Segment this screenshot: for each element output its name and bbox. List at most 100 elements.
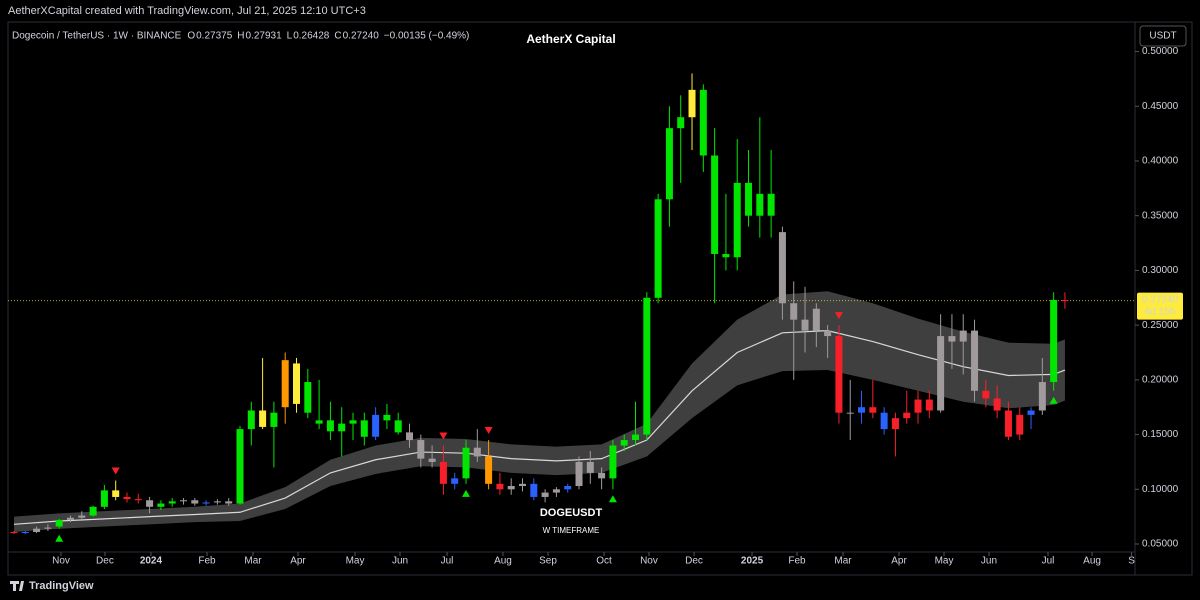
x-tick-label: May — [935, 556, 954, 567]
candle-body — [270, 412, 278, 427]
candle-body — [1038, 382, 1046, 411]
last-price-box — [1137, 292, 1183, 320]
ohlc-value: 0.26428 — [293, 31, 330, 42]
candle-body — [78, 515, 86, 518]
candle-body — [530, 483, 538, 497]
candle-body — [225, 501, 233, 504]
candle-body — [643, 297, 651, 435]
candle-body — [338, 423, 346, 432]
candle-body — [711, 155, 719, 255]
y-tick-label: 0.35000 — [1142, 210, 1179, 221]
candle-body — [202, 502, 210, 504]
candle-body — [44, 527, 52, 529]
x-tick-label: S — [1128, 556, 1135, 567]
candle-body — [89, 506, 97, 516]
candle-body — [790, 303, 798, 320]
currency-label[interactable]: USDT — [1149, 31, 1176, 42]
candle-body — [654, 199, 662, 298]
candle-body — [1016, 414, 1024, 435]
candle-body — [767, 193, 775, 216]
candle-body — [609, 445, 617, 479]
candle-body — [417, 440, 425, 459]
x-tick-label: Aug — [494, 556, 512, 567]
x-tick-label: Mar — [834, 556, 852, 567]
candle-body — [745, 182, 753, 216]
x-tick-label: Mar — [244, 556, 262, 567]
candle-body — [168, 501, 176, 504]
sell-signal — [484, 427, 493, 435]
candle-body — [914, 399, 922, 413]
ohlc-value: 0.27240 — [343, 31, 380, 42]
candle-body — [100, 490, 108, 507]
candle-body — [507, 486, 515, 490]
candle-body — [383, 414, 391, 421]
candle-body — [55, 519, 63, 527]
buy-signal — [1049, 396, 1058, 404]
y-tick-label: 0.30000 — [1142, 265, 1179, 276]
candle-body — [1061, 299, 1069, 301]
candle-body — [1050, 299, 1058, 383]
buy-signal — [55, 534, 64, 542]
currency-button[interactable] — [1139, 25, 1187, 47]
countdown-label: 6d 15h — [1145, 306, 1176, 317]
x-tick-label: Sep — [539, 556, 557, 567]
candle-body — [123, 496, 131, 500]
y-tick-label: 0.15000 — [1142, 429, 1179, 440]
candle-body — [869, 407, 877, 413]
candle-body — [903, 412, 911, 419]
candle-body — [925, 399, 933, 411]
candle-body — [948, 336, 956, 342]
y-tick-label: 0.45000 — [1142, 101, 1179, 112]
x-tick-label: Jul — [441, 556, 454, 567]
logo-icon — [10, 581, 24, 591]
candle-body — [1004, 410, 1012, 437]
x-tick-label: Aug — [1083, 556, 1101, 567]
x-tick-label: Apr — [290, 556, 306, 567]
candle-body — [134, 499, 142, 501]
band-basis — [13, 330, 1066, 525]
candle-body — [632, 434, 640, 441]
candle-body — [66, 517, 74, 520]
x-tick-label: Oct — [596, 556, 612, 567]
candle-body — [406, 432, 414, 441]
band-area — [13, 291, 1065, 532]
candle-body — [394, 420, 402, 433]
sell-signal — [439, 432, 448, 440]
candle-body — [21, 531, 29, 534]
candle-body — [620, 440, 628, 446]
y-tick-label: 0.40000 — [1142, 156, 1179, 167]
candle-body — [586, 461, 594, 473]
y-tick-label: 0.10000 — [1142, 484, 1179, 495]
sell-signal — [834, 312, 843, 320]
candle-body — [191, 500, 199, 504]
candle-body — [598, 472, 606, 479]
watermark: AetherXCapital created with TradingView.… — [8, 5, 366, 17]
candle-body — [824, 330, 832, 337]
buy-signal — [608, 495, 617, 503]
candle-body — [349, 420, 357, 424]
candle-body — [891, 418, 899, 430]
candle-body — [360, 420, 368, 437]
plot — [8, 73, 1135, 542]
candle-body — [259, 410, 267, 427]
ohlc-value: 0.27931 — [246, 31, 283, 42]
candle-body — [971, 330, 979, 391]
candle-body — [462, 447, 470, 479]
candle-body — [247, 410, 255, 430]
annotation: DOGEUSDT — [540, 507, 603, 519]
candle-body — [733, 182, 741, 258]
x-tick-label: Nov — [640, 556, 658, 567]
candle-body — [541, 492, 549, 497]
x-tick-label: Feb — [198, 556, 216, 567]
candle-body — [281, 360, 289, 408]
candle-body — [236, 429, 244, 504]
change: −0.00135 (−0.49%) — [384, 31, 470, 42]
candle-body — [722, 254, 730, 258]
candle-body — [372, 414, 380, 437]
chart-title: AetherX Capital — [526, 32, 615, 46]
symbol: Dogecoin / TetherUS · 1W · BINANCE — [12, 31, 182, 42]
candle-body — [835, 336, 843, 413]
x-tick-label: Jun — [981, 556, 997, 567]
